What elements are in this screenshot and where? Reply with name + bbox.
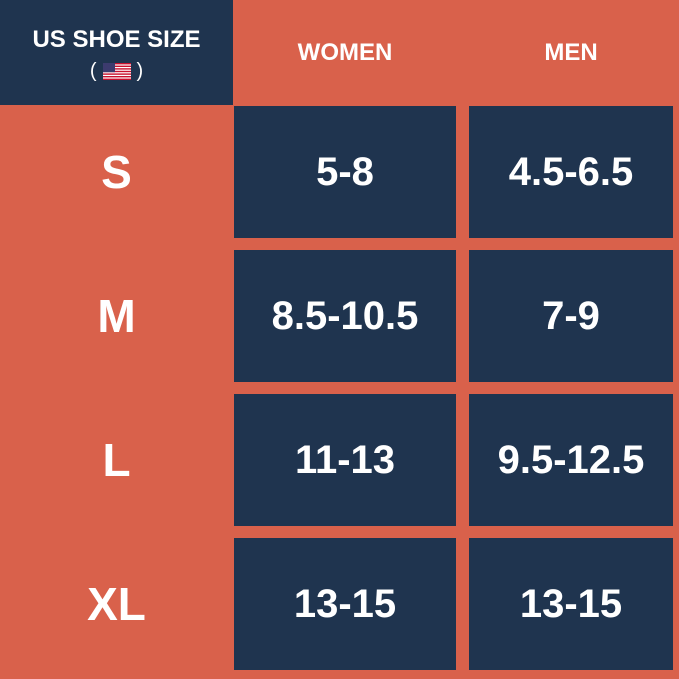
size-range: 8.5-10.5 <box>234 250 456 382</box>
size-range: 11-13 <box>234 394 456 526</box>
size-label: XL <box>87 578 146 630</box>
size-label: L <box>102 434 131 486</box>
size-range: 5-8 <box>234 106 456 238</box>
size-range: 7-9 <box>469 250 673 382</box>
paren-close: ) <box>136 60 144 82</box>
size-range: 13-15 <box>234 538 456 670</box>
flag-row: ( ) <box>90 60 143 83</box>
paren-open: ( <box>89 60 97 82</box>
size-range: 9.5-12.5 <box>469 394 673 526</box>
column-header: WOMEN <box>297 38 393 66</box>
us-flag-icon <box>102 63 131 80</box>
corner-cell: US SHOE SIZE ( ) <box>0 0 233 105</box>
size-range: 13-15 <box>469 538 673 670</box>
size-label: M <box>97 290 136 342</box>
size-label: S <box>101 146 132 198</box>
corner-title: US SHOE SIZE <box>32 26 201 53</box>
size-range: 4.5-6.5 <box>469 106 673 238</box>
column-header: MEN <box>544 38 598 66</box>
